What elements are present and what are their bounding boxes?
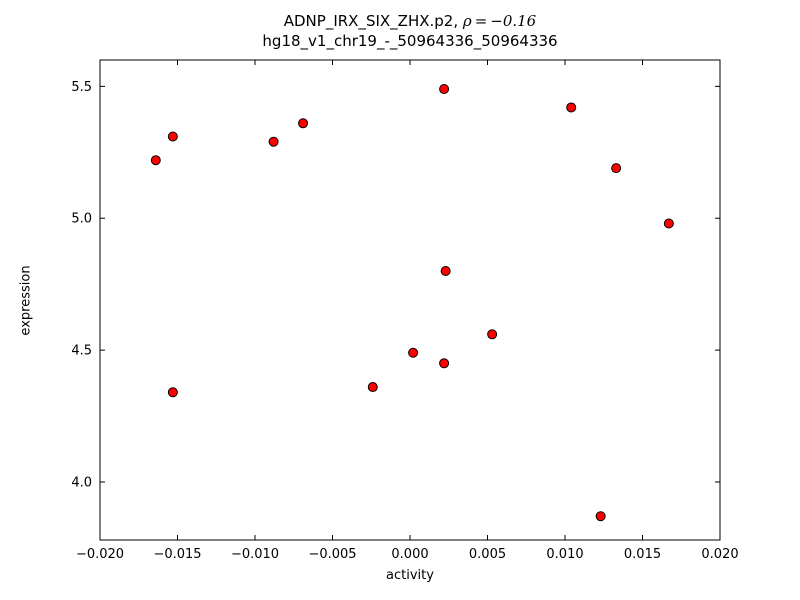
x-tick-label: −0.015 (153, 547, 201, 562)
scatter-point (268, 136, 279, 147)
scatter-point (298, 118, 309, 129)
plot-frame (99, 59, 721, 541)
y-tick-label: 4.0 (71, 475, 92, 490)
chart-subtitle: hg18_v1_chr19_-_50964336_50964336 (262, 31, 558, 50)
chart-title-line1: ADNP_IRX_SIX_ZHX.p2, ρ = −0.16 (100, 12, 720, 32)
scatter-point (487, 329, 498, 340)
scatter-point (595, 511, 606, 522)
y-tick-label: 4.5 (71, 344, 92, 359)
chart-title: ADNP_IRX_SIX_ZHX.p2, ρ = −0.16 hg18_v1_c… (100, 12, 720, 51)
scatter-point (440, 265, 451, 276)
scatter-point (439, 84, 450, 95)
scatter-point (150, 155, 161, 166)
scatter-point (367, 382, 378, 393)
scatter-point (167, 131, 178, 142)
chart-title-rho-value: ρ = −0.16 (462, 12, 537, 30)
y-axis-label: expression (18, 265, 34, 336)
scatter-point (663, 218, 674, 229)
x-tick-label: −0.005 (308, 547, 356, 562)
y-tick-label: 5.0 (71, 212, 92, 227)
scatter-point (611, 163, 622, 174)
scatter-point (439, 358, 450, 369)
x-tick-label: −0.010 (231, 547, 279, 562)
chart-title-text: ADNP_IRX_SIX_ZHX.p2, (283, 12, 463, 30)
scatter-point (408, 347, 419, 358)
scatter-point (566, 102, 577, 113)
x-tick-label: 0.015 (624, 547, 661, 562)
x-tick-label: 0.005 (469, 547, 506, 562)
x-tick-label: 0.000 (391, 547, 428, 562)
x-axis-label: activity (386, 568, 434, 583)
x-tick-label: 0.020 (701, 547, 738, 562)
x-tick-label: −0.020 (76, 547, 124, 562)
scatter-point (167, 387, 178, 398)
y-tick-label: 5.5 (71, 80, 92, 95)
x-tick-label: 0.010 (546, 547, 583, 562)
